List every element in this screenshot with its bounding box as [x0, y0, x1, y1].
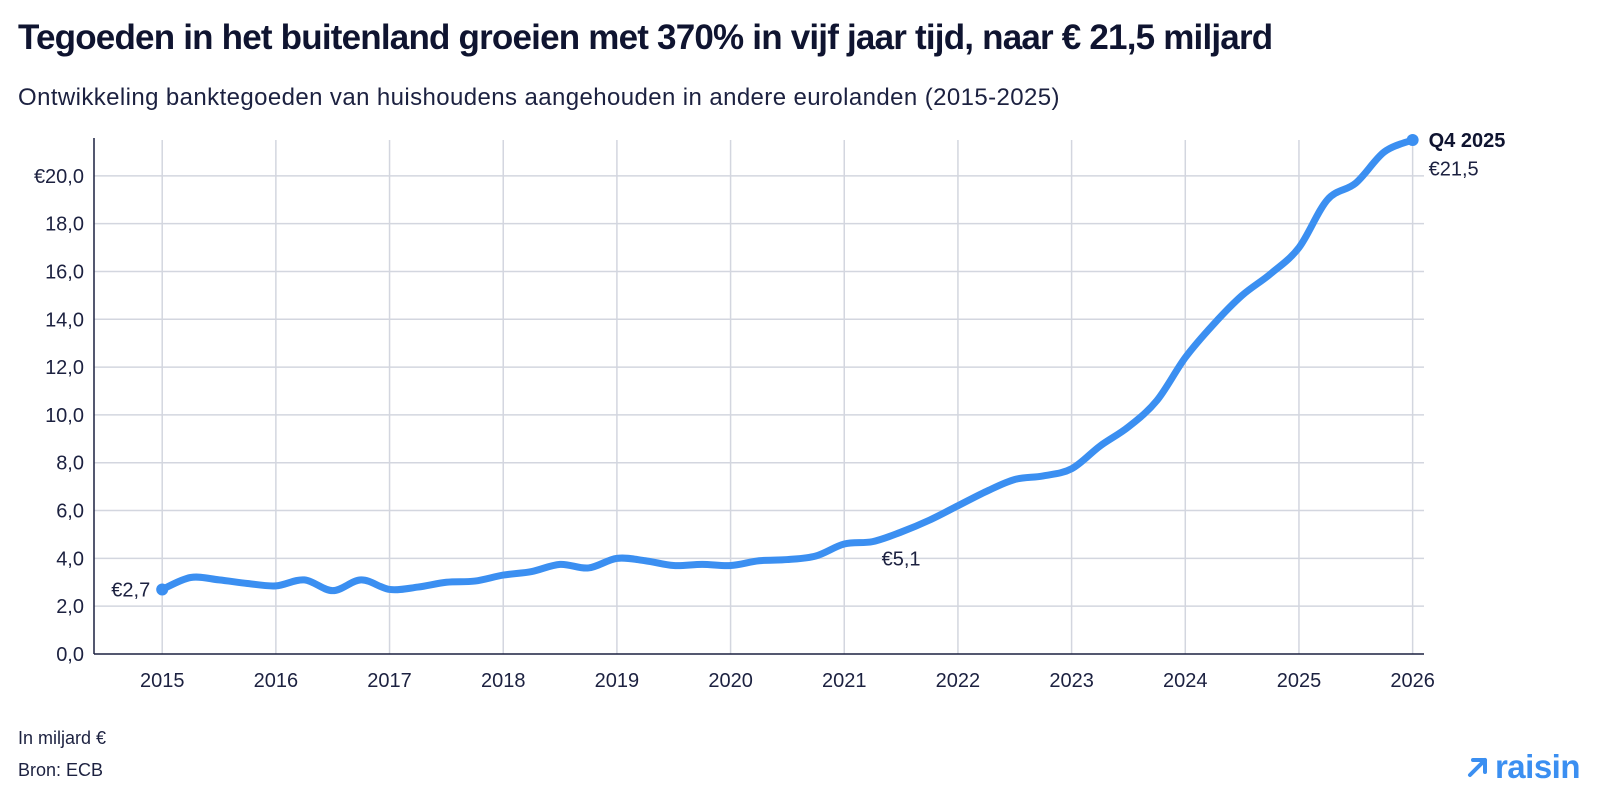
- source-note: Bron: ECB: [18, 760, 104, 780]
- y-tick-label: 18,0: [45, 214, 84, 236]
- annotations: €2,7 €5,1 Q4 2025 €21,5: [111, 130, 1505, 601]
- mid-value-label: €5,1: [882, 548, 921, 570]
- logo-text: raisin: [1494, 748, 1581, 785]
- y-tick-label: 10,0: [45, 405, 84, 427]
- chart-subtitle: Ontwikkeling banktegoeden van huishouden…: [18, 84, 1060, 111]
- arrow-up-right-icon: [1467, 758, 1487, 777]
- start-value-label: €2,7: [111, 579, 150, 601]
- y-tick-label: 14,0: [45, 309, 84, 331]
- chart-title: Tegoeden in het buitenland groeien met 3…: [18, 18, 1273, 57]
- x-tick-label: 2021: [822, 670, 867, 692]
- y-tick-label: 0,0: [56, 644, 84, 666]
- y-tick-label: 6,0: [56, 501, 84, 523]
- y-axis-ticks: 0,0 2,0 4,0 6,0 8,0 10,0 12,0 14,0 16,0 18,0 €20,0: [34, 166, 84, 666]
- y-tick-label: 4,0: [56, 548, 84, 570]
- x-tick-label: 2018: [481, 670, 526, 692]
- y-tick-label: 16,0: [45, 261, 84, 283]
- data-point-marker: [156, 583, 169, 596]
- x-axis-ticks: 2015 2016 2017 2018 2019 2020 2021 2022 2023 2024…: [140, 670, 1435, 692]
- x-tick-label: 2025: [1277, 670, 1322, 692]
- end-value-label: €21,5: [1429, 159, 1479, 181]
- x-tick-label: 2020: [708, 670, 753, 692]
- unit-note: In miljard €: [18, 728, 107, 748]
- x-tick-label: 2024: [1163, 670, 1208, 692]
- raisin-logo[interactable]: raisin: [1465, 748, 1581, 785]
- x-tick-label: 2026: [1390, 670, 1435, 692]
- data-point-marker: [1406, 134, 1419, 146]
- y-tick-label: 2,0: [56, 596, 84, 618]
- gridlines: [94, 140, 1424, 654]
- y-tick-label: 12,0: [45, 357, 84, 379]
- x-tick-label: 2023: [1049, 670, 1094, 692]
- x-tick-label: 2019: [595, 670, 640, 692]
- x-tick-label: 2016: [254, 670, 299, 692]
- end-period-label: Q4 2025: [1429, 130, 1506, 152]
- y-tick-label: €20,0: [34, 166, 84, 188]
- x-tick-label: 2022: [936, 670, 981, 692]
- x-tick-label: 2017: [367, 670, 412, 692]
- axes: [93, 138, 1424, 655]
- series-line: [158, 136, 1417, 595]
- y-tick-label: 8,0: [56, 453, 84, 475]
- series: [156, 134, 1419, 596]
- line-chart: 0,0 2,0 4,0 6,0 8,0 10,0 12,0 14,0 16,0 18,0 €20,0…: [34, 130, 1505, 692]
- x-tick-label: 2015: [140, 670, 185, 692]
